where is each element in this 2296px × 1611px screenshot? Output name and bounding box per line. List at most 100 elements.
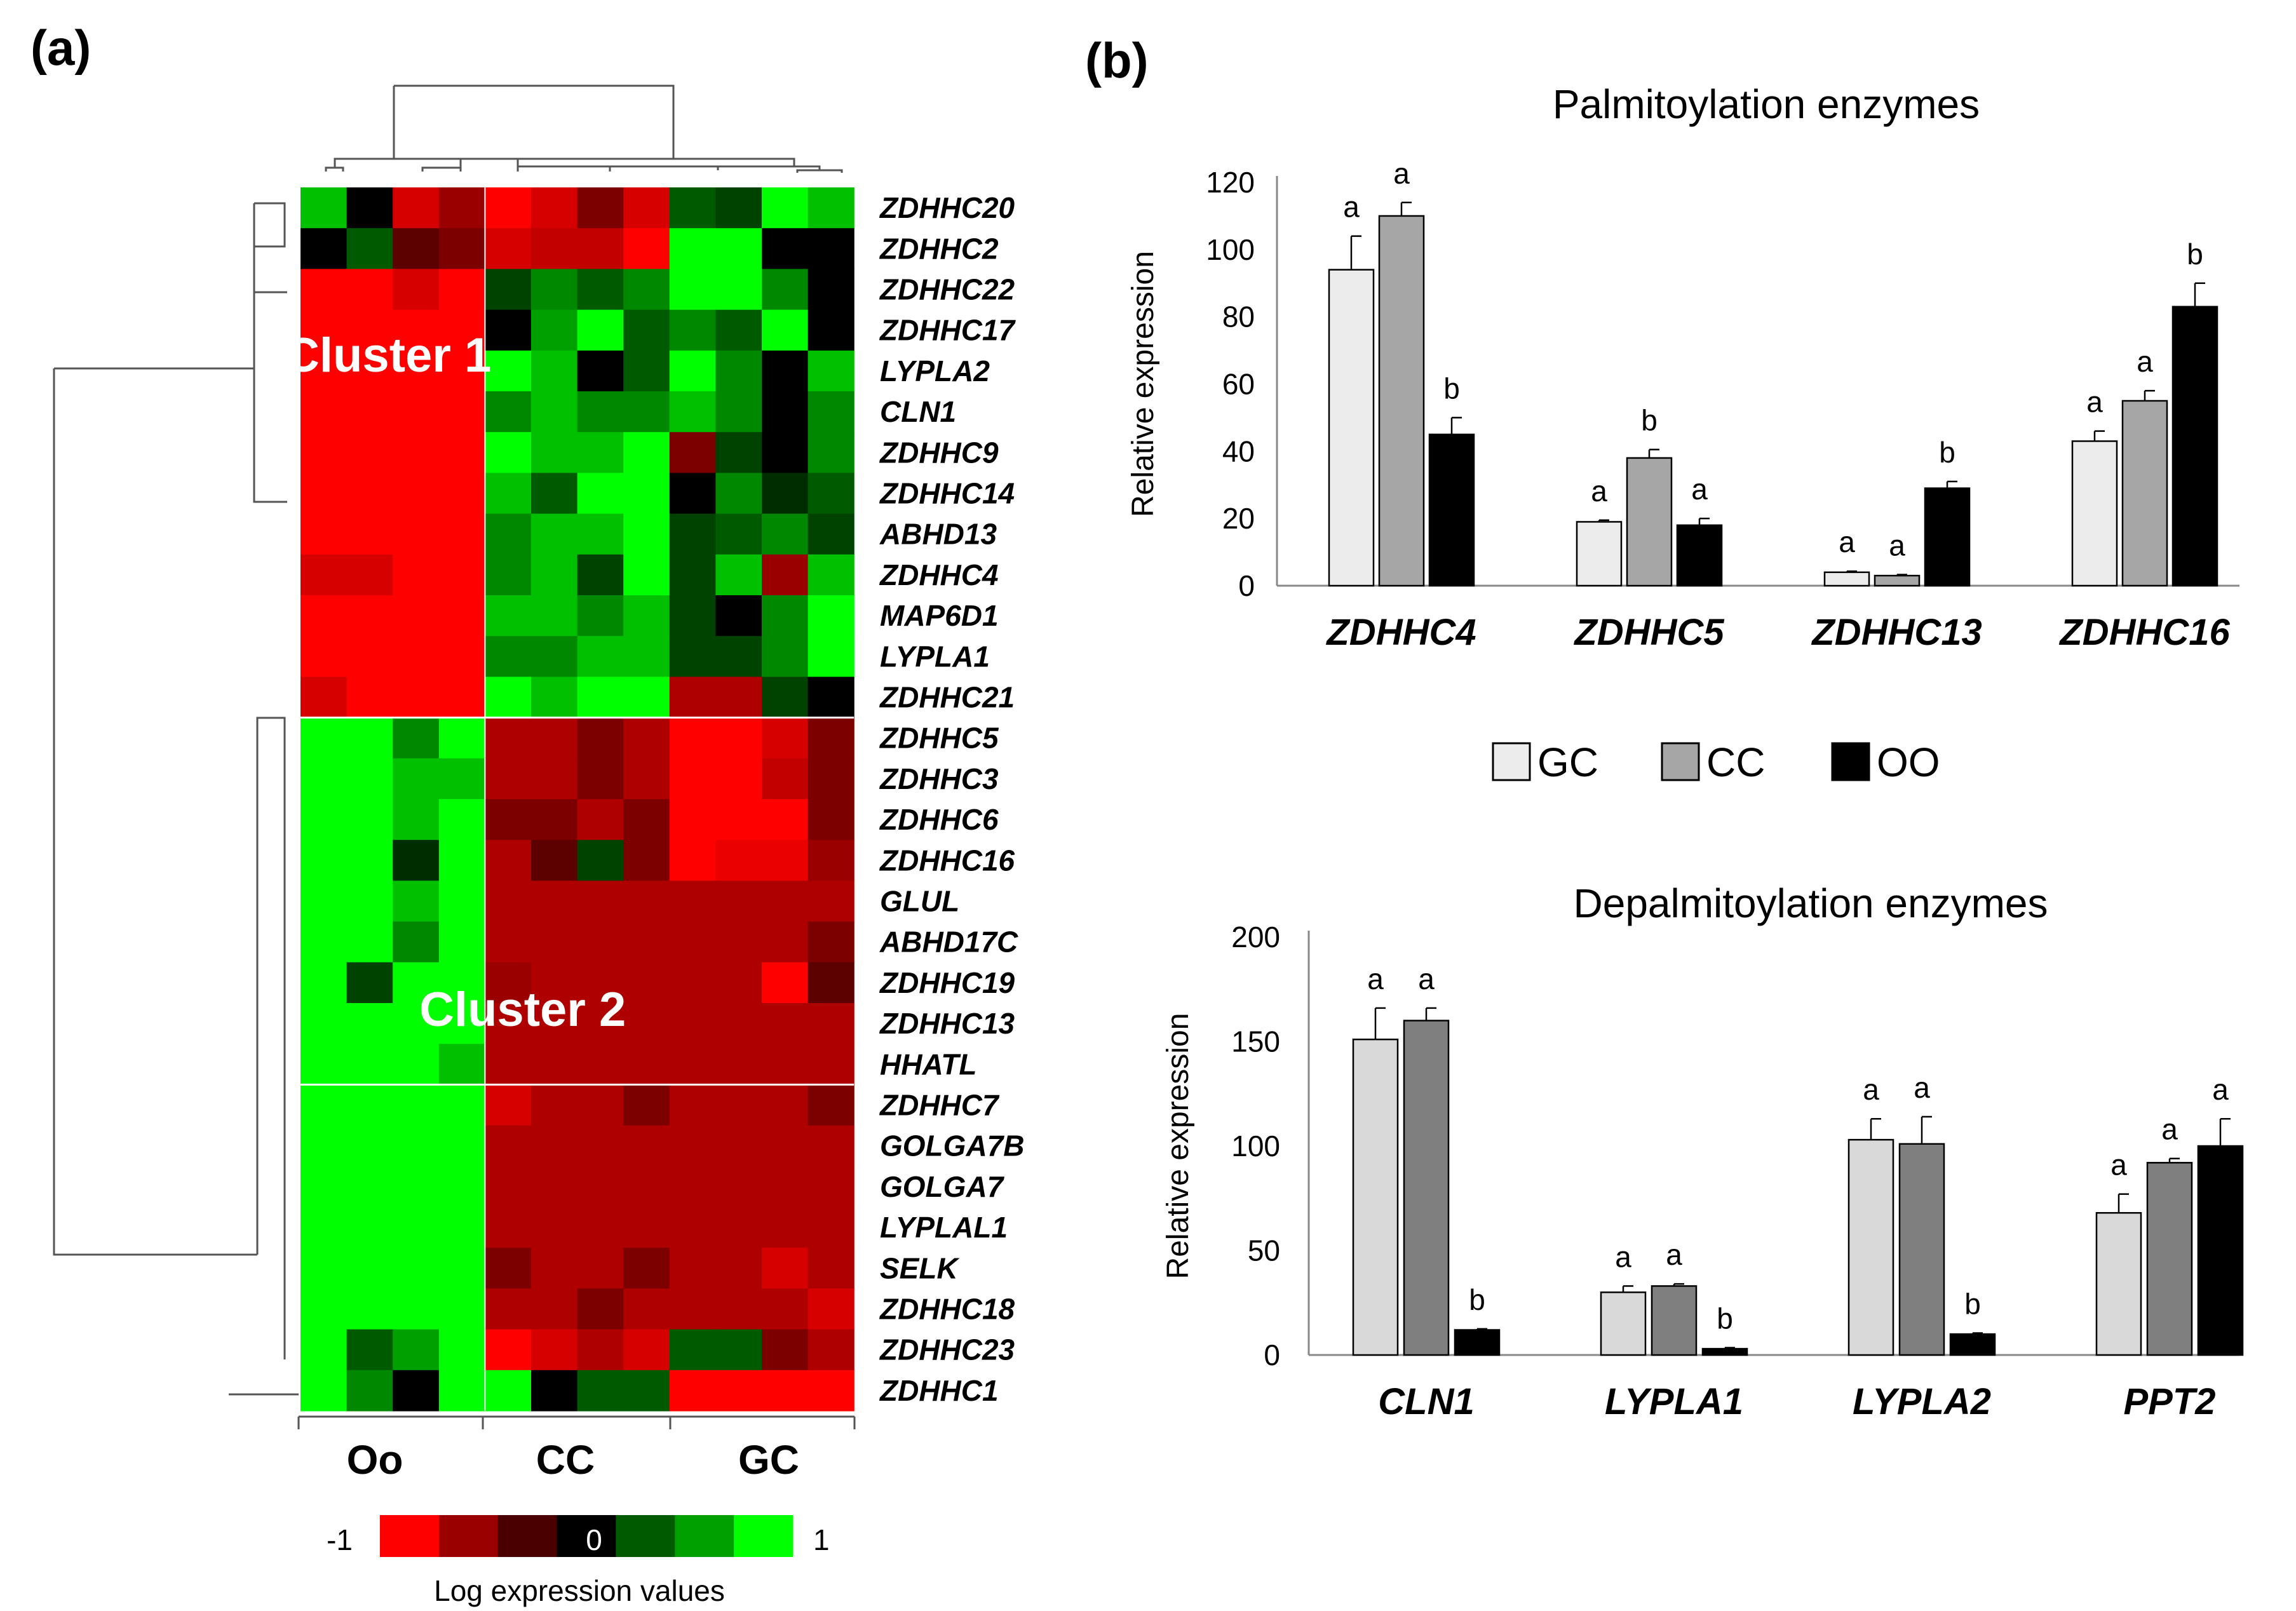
heatmap-cell (807, 1370, 854, 1412)
heatmap-cell (623, 880, 670, 922)
heatmap-cell (807, 473, 854, 515)
gene-label: ZDHHC4 (879, 558, 999, 591)
heatmap-cell (623, 758, 670, 800)
heatmap-cell (807, 1248, 854, 1289)
heatmap-cell (623, 228, 670, 269)
heatmap-cell (807, 1125, 854, 1167)
heatmap-cell (669, 187, 716, 229)
heatmap-cell (346, 1044, 393, 1085)
gene-label: ZDHHC17 (879, 314, 1016, 347)
heatmap-cell (346, 473, 393, 515)
heatmap-cell (438, 921, 485, 963)
gene-label: ZDHHC14 (879, 477, 1015, 510)
y-tick-label: 100 (1206, 233, 1255, 266)
heatmap-cell (623, 921, 670, 963)
significance-label: a (1839, 525, 1855, 558)
heatmap-cell (623, 1003, 670, 1044)
heatmap-cell (438, 1329, 485, 1371)
heatmap-cell (531, 677, 578, 718)
heatmap-cell (577, 1044, 624, 1085)
heatmap-cell (485, 1248, 532, 1289)
heatmap-cell (393, 391, 440, 433)
heatmap-cell (485, 391, 532, 433)
gene-label: ZDHHC2 (879, 232, 999, 265)
heatmap-cell (762, 758, 809, 800)
legend-color-step (497, 1515, 558, 1557)
heatmap-cell (762, 1288, 809, 1330)
significance-label: b (1641, 404, 1658, 437)
heatmap-cell (485, 880, 532, 922)
bar-cc (2146, 1162, 2193, 1356)
significance-label: b (1443, 372, 1460, 405)
gene-label: ZDHHC20 (879, 191, 1015, 224)
bar-oo (1949, 1333, 1996, 1356)
heatmap-cell (669, 1207, 716, 1248)
heatmap-cell (393, 1166, 440, 1208)
heatmap-cell (762, 350, 809, 392)
heatmap-cell (807, 228, 854, 269)
heatmap-cell (623, 187, 670, 229)
heatmap-cell (577, 595, 624, 637)
heatmap-cell (301, 309, 348, 351)
heatmap-cell (438, 513, 485, 555)
y-tick-label: 0 (1264, 1338, 1280, 1372)
heatmap-cell (623, 677, 670, 718)
heatmap-cell (715, 1370, 762, 1412)
heatmap-cell (301, 1044, 348, 1085)
bar-gc (1352, 1038, 1399, 1356)
heatmap-cell (393, 677, 440, 718)
heatmap-cell (577, 432, 624, 473)
heatmap-cell (393, 636, 440, 677)
heatmap-cell (577, 513, 624, 555)
heatmap-cell (393, 187, 440, 229)
gene-label: ZDHHC5 (879, 722, 999, 755)
bar-gc (1600, 1291, 1647, 1356)
heatmap-cell (346, 1288, 393, 1330)
row-dendrogram (53, 202, 299, 1396)
heatmap-cell (669, 309, 716, 351)
heatmap-cell (669, 758, 716, 800)
heatmap-cell (393, 1125, 440, 1167)
heatmap-cell (301, 1288, 348, 1330)
heatmap-cell (438, 309, 485, 351)
heatmap-cell (346, 1125, 393, 1167)
heatmap-cell (669, 1329, 716, 1371)
heatmap-cell (393, 758, 440, 800)
heatmap-cell (807, 840, 854, 881)
heatmap-cell (577, 228, 624, 269)
heatmap-cell (485, 677, 532, 718)
heatmap-cell (393, 1370, 440, 1412)
gene-label: ZDHHC9 (879, 436, 999, 469)
legend-color-step (557, 1515, 616, 1557)
bar-gc (1328, 269, 1375, 587)
heatmap-cell (346, 1329, 393, 1371)
heatmap-cell (623, 513, 670, 555)
heatmap-cell (715, 1248, 762, 1289)
heatmap-cell (346, 554, 393, 596)
heatmap-cell (438, 799, 485, 840)
significance-label: a (2110, 1149, 2127, 1182)
heatmap-cell (438, 269, 485, 311)
group-label-oo: Oo (347, 1437, 403, 1483)
heatmap-cell (715, 187, 762, 229)
heatmap-cell (762, 391, 809, 433)
heatmap-cell (346, 962, 393, 1004)
heatmap-x-ticks (297, 1417, 856, 1429)
significance-label: a (1889, 529, 1905, 562)
heatmap-cell (715, 554, 762, 596)
heatmap-cell (807, 350, 854, 392)
heatmap-cell (623, 799, 670, 840)
heatmap-cell (531, 1248, 578, 1289)
heatmap-cell (346, 309, 393, 351)
heatmap-cell (623, 1084, 670, 1126)
bar-oo (1454, 1329, 1501, 1356)
heatmap-cell (669, 880, 716, 922)
significance-label: a (1591, 475, 1607, 508)
gene-label: CLN1 (880, 395, 956, 428)
significance-label: a (1666, 1238, 1682, 1271)
heatmap-cell (485, 432, 532, 473)
heatmap-cell (301, 1003, 348, 1044)
heatmap-cell (393, 309, 440, 351)
heatmap-cell (485, 1329, 532, 1371)
heatmap-cell (807, 309, 854, 351)
